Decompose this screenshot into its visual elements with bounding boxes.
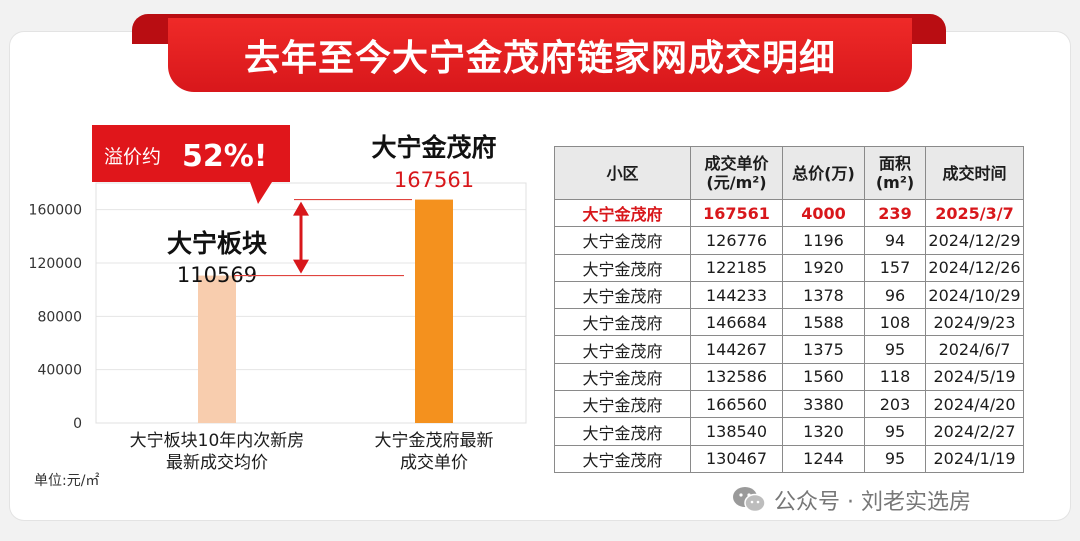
- column-header: 成交时间: [925, 146, 1024, 200]
- table-cell: 96: [864, 280, 926, 310]
- table-cell: 1375: [782, 335, 865, 364]
- table-cell: 118: [864, 362, 926, 392]
- table-cell: 1320: [782, 417, 865, 446]
- table-cell: 144233: [690, 280, 783, 310]
- table-cell: 108: [864, 308, 926, 337]
- table-cell: 1244: [782, 444, 865, 473]
- table-cell: 2024/12/29: [925, 226, 1024, 255]
- y-tick-label: 160000: [29, 203, 82, 219]
- table-row: 大宁金茂府 132586 1560 118 2024/5/19: [554, 362, 1024, 392]
- table-cell: 大宁金茂府: [554, 198, 691, 228]
- table-cell: 239: [864, 198, 926, 228]
- table-cell: 130467: [690, 444, 783, 473]
- wechat-icon: [732, 486, 766, 514]
- x-tick-label: 大宁板块10年内次新房最新成交均价: [130, 431, 305, 473]
- arrow-head-up: [293, 201, 309, 216]
- table-cell: 95: [864, 335, 926, 364]
- table-cell: 4000: [782, 198, 865, 228]
- table-cell: 2024/5/19: [925, 362, 1024, 392]
- table-cell: 2024/12/26: [925, 253, 1024, 282]
- table-cell: 2025/3/7: [925, 198, 1024, 228]
- page-title: 去年至今大宁金茂府链家网成交明细: [243, 38, 836, 79]
- table-cell: 146684: [690, 308, 783, 337]
- table-cell: 2024/1/19: [925, 444, 1024, 473]
- transactions-table: 小区 成交单价 (元/m²) 总价(万) 面积(m²) 成交时间 大宁金茂府 167561 4…: [554, 146, 1024, 473]
- table-header-row: 小区 成交单价 (元/m²) 总价(万) 面积(m²) 成交时间: [554, 146, 1024, 200]
- table-cell: 2024/6/7: [925, 335, 1024, 364]
- table-cell: 大宁金茂府: [554, 390, 691, 419]
- premium-callout-box: [92, 125, 290, 204]
- table-cell: 138540: [690, 417, 783, 446]
- table-cell: 166560: [690, 390, 783, 419]
- table-cell: 2024/10/29: [925, 280, 1024, 310]
- bar: [198, 275, 236, 423]
- table-cell: 1588: [782, 308, 865, 337]
- table-cell: 大宁金茂府: [554, 444, 691, 473]
- table-row: 大宁金茂府 166560 3380 203 2024/4/20: [554, 390, 1024, 419]
- table-row: 大宁金茂府 126776 1196 94 2024/12/29: [554, 226, 1024, 255]
- table-cell: 3380: [782, 390, 865, 419]
- table-row: 大宁金茂府 130467 1244 95 2024/1/19: [554, 444, 1024, 473]
- table-cell: 1378: [782, 280, 865, 310]
- table-cell: 大宁金茂府: [554, 280, 691, 310]
- table-row: 大宁金茂府 146684 1588 108 2024/9/23: [554, 308, 1024, 337]
- watermark-text: 公众号 · 刘老实选房: [774, 490, 971, 515]
- table-row: 大宁金茂府 144267 1375 95 2024/6/7: [554, 335, 1024, 364]
- table-cell: 157: [864, 253, 926, 282]
- table-row: 大宁金茂府 167561 4000 239 2025/3/7: [554, 198, 1024, 228]
- table-cell: 大宁金茂府: [554, 226, 691, 255]
- table-cell: 94: [864, 226, 926, 255]
- callout-value: 52%!: [182, 139, 268, 174]
- table-cell: 大宁金茂府: [554, 335, 691, 364]
- bar-title: 大宁金茂府: [371, 133, 496, 162]
- table-cell: 122185: [690, 253, 783, 282]
- bar: [415, 199, 453, 423]
- table-cell: 203: [864, 390, 926, 419]
- table-cell: 2024/2/27: [925, 417, 1024, 446]
- data-label: 167561: [394, 168, 474, 192]
- table-row: 大宁金茂府 144233 1378 96 2024/10/29: [554, 280, 1024, 310]
- table-row: 大宁金茂府 138540 1320 95 2024/2/27: [554, 417, 1024, 446]
- column-header: 总价(万): [782, 146, 865, 200]
- table-cell: 95: [864, 444, 926, 473]
- callout-prefix: 溢价约: [104, 146, 161, 168]
- table-cell: 大宁金茂府: [554, 308, 691, 337]
- column-header: 小区: [554, 146, 691, 200]
- plot-frame: [95, 182, 527, 424]
- y-tick-label: 0: [73, 416, 82, 432]
- column-header: 面积(m²): [864, 146, 926, 200]
- y-tick-label: 120000: [29, 256, 82, 272]
- bar-title: 大宁板块: [167, 229, 267, 258]
- table-cell: 大宁金茂府: [554, 362, 691, 392]
- table-cell: 2024/9/23: [925, 308, 1024, 337]
- table-cell: 167561: [690, 198, 783, 228]
- table-cell: 1196: [782, 226, 865, 255]
- x-tick-label: 大宁金茂府最新成交单价: [375, 431, 494, 473]
- table-cell: 95: [864, 417, 926, 446]
- column-header: 成交单价 (元/m²): [690, 146, 783, 200]
- table-cell: 126776: [690, 226, 783, 255]
- title-banner: 去年至今大宁金茂府链家网成交明细: [168, 18, 912, 92]
- table-cell: 132586: [690, 362, 783, 392]
- table-cell: 大宁金茂府: [554, 253, 691, 282]
- table-cell: 2024/4/20: [925, 390, 1024, 419]
- y-tick-label: 80000: [37, 309, 82, 325]
- y-tick-label: 40000: [37, 363, 82, 379]
- arrow-head-down: [293, 259, 309, 274]
- table-row: 大宁金茂府 122185 1920 157 2024/12/26: [554, 253, 1024, 282]
- table-cell: 144267: [690, 335, 783, 364]
- table-body: 大宁金茂府 167561 4000 239 2025/3/7 大宁金茂府 126776 119…: [554, 198, 1024, 473]
- unit-label: 单位:元/㎡: [34, 473, 100, 489]
- watermark: 公众号 · 刘老实选房: [732, 484, 971, 516]
- table-cell: 大宁金茂府: [554, 417, 691, 446]
- table-cell: 1560: [782, 362, 865, 392]
- table-cell: 1920: [782, 253, 865, 282]
